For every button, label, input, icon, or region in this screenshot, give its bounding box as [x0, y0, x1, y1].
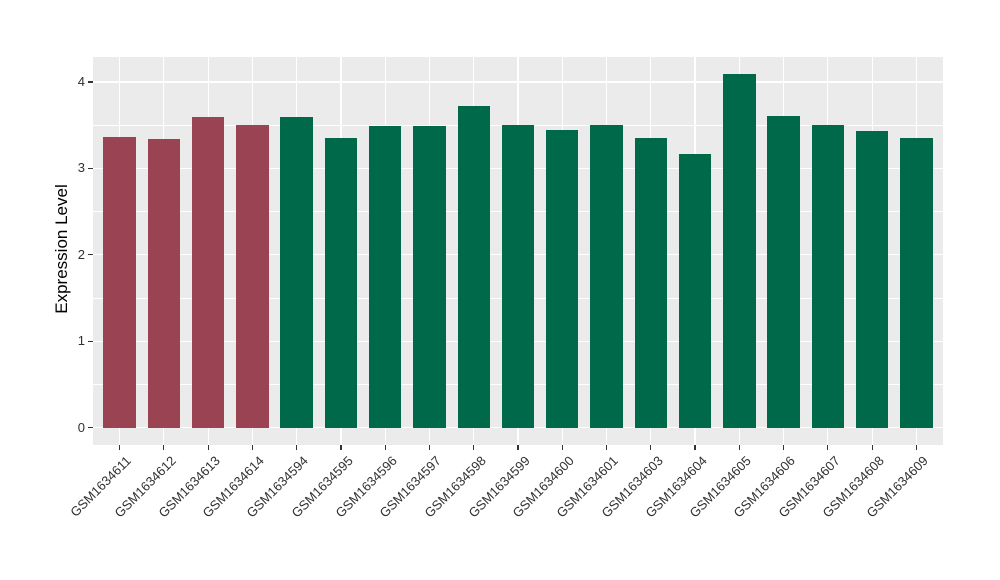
- bar-GSM1634613: [191, 116, 225, 428]
- x-tick-mark: [605, 445, 608, 450]
- x-tick-mark: [561, 445, 563, 450]
- bar-GSM1634609: [900, 138, 933, 428]
- x-tick-mark: [473, 445, 475, 450]
- y-tick-mark: [88, 81, 93, 83]
- x-tick-mark: [251, 445, 253, 450]
- x-tick-mark: [517, 445, 519, 450]
- x-tick-mark: [783, 445, 785, 450]
- y-tick-label: 0: [77, 419, 85, 435]
- x-tick-mark: [915, 445, 918, 450]
- y-tick-label: 2: [77, 246, 85, 262]
- x-tick-mark: [738, 445, 740, 450]
- x-tick-mark: [340, 445, 342, 450]
- y-tick-mark: [88, 427, 93, 429]
- x-tick-mark: [650, 445, 652, 450]
- x-tick-mark: [827, 445, 829, 450]
- y-tick-label: 4: [77, 74, 85, 90]
- x-tick-mark: [207, 445, 209, 450]
- bar-GSM1634606: [767, 115, 800, 428]
- bar-GSM1634601: [590, 125, 623, 428]
- bar-GSM1634600: [546, 130, 579, 428]
- bar-GSM1634597: [413, 126, 446, 428]
- x-tick-mark: [118, 445, 121, 450]
- y-tick-mark: [88, 340, 93, 342]
- bar-GSM1634604: [678, 153, 712, 428]
- bar-GSM1634598: [457, 106, 490, 428]
- y-tick-label: 3: [77, 160, 85, 176]
- bar-GSM1634607: [811, 125, 845, 428]
- y-tick-mark: [88, 167, 93, 170]
- bar-GSM1634603: [634, 138, 667, 428]
- x-tick-mark: [871, 445, 873, 450]
- bar-GSM1634595: [324, 138, 358, 428]
- bar-GSM1634611: [103, 136, 136, 428]
- x-tick-mark: [296, 445, 298, 450]
- bar-GSM1634599: [501, 125, 535, 428]
- bar-GSM1634605: [723, 74, 756, 428]
- bar-GSM1634614: [236, 125, 269, 428]
- x-tick-mark: [163, 445, 165, 450]
- y-tick-mark: [88, 254, 93, 256]
- y-tick-label: 1: [77, 333, 85, 349]
- bar-GSM1634608: [855, 131, 889, 428]
- plot-panel: [93, 57, 943, 445]
- bar-GSM1634612: [147, 139, 181, 428]
- x-tick-mark: [694, 445, 696, 450]
- x-tick-mark: [384, 445, 386, 450]
- bar-GSM1634596: [368, 126, 402, 428]
- x-tick-mark: [428, 445, 431, 450]
- bar-GSM1634594: [280, 116, 313, 428]
